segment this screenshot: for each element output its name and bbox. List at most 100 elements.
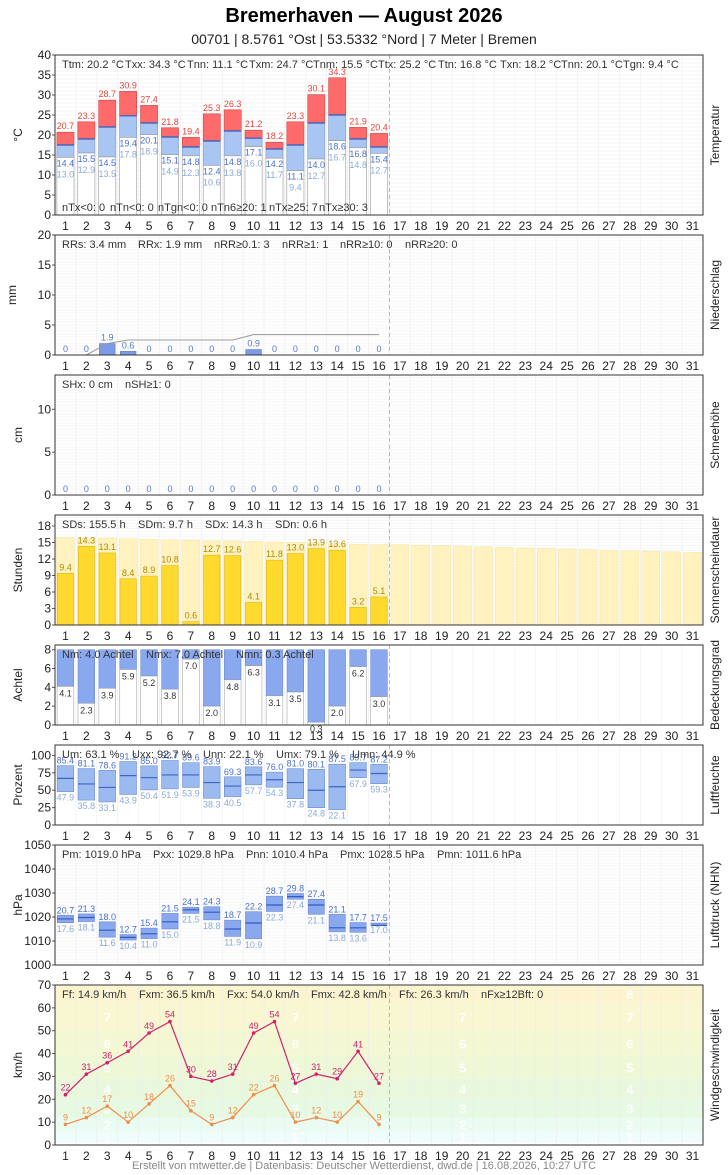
snow-label: 0 xyxy=(314,484,319,494)
humidity-min-label: 38.3 xyxy=(203,799,221,809)
temp-min-bar xyxy=(202,140,221,166)
x-tick-label: 2 xyxy=(83,359,90,373)
pressure-min-label: 21.1 xyxy=(308,915,326,925)
x-tick-label: 17 xyxy=(393,219,407,233)
x-tick-label: 20 xyxy=(456,499,470,513)
beaufort-label: 1 xyxy=(292,1130,299,1145)
x-tick-label: 30 xyxy=(665,359,679,373)
wind-mean-point xyxy=(105,1104,110,1108)
precip-label: 0 xyxy=(63,344,68,354)
x-tick-label: 16 xyxy=(372,359,386,373)
temp-max-label: 26.3 xyxy=(224,99,242,109)
wind-gust-point xyxy=(377,1081,381,1086)
y-tick-label: 40 xyxy=(38,48,52,62)
humidity-min-label: 51.9 xyxy=(161,790,179,800)
wind-mean-label: 10 xyxy=(290,1110,300,1120)
x-tick-label: 31 xyxy=(686,729,700,743)
x-tick-label: 25 xyxy=(560,829,574,843)
precip-label: 0 xyxy=(272,344,277,354)
x-tick-label: 3 xyxy=(104,1149,111,1163)
wind-mean-point xyxy=(314,1115,319,1120)
y-tick-label: 0 xyxy=(44,1138,51,1152)
temp-min-bar xyxy=(349,138,367,149)
x-tick-label: 14 xyxy=(331,829,345,843)
plot-border xyxy=(54,54,704,216)
x-tick-label: 26 xyxy=(581,219,595,233)
x-tick-label: 4 xyxy=(125,629,132,643)
stat-text: Txm: 24.7 °C xyxy=(249,59,313,71)
x-tick-label: 13 xyxy=(310,219,324,233)
x-tick-label: 25 xyxy=(560,499,574,513)
x-tick-label: 2 xyxy=(83,829,90,843)
pressure-min-label: 21.5 xyxy=(182,914,200,924)
snow-label: 0 xyxy=(230,484,235,494)
beaufort-label: 8 xyxy=(626,987,633,1002)
y-tick-label: 10 xyxy=(38,288,52,302)
x-tick-label: 25 xyxy=(560,359,574,373)
beaufort-label: 8 xyxy=(104,987,111,1002)
x-tick-label: 7 xyxy=(188,829,195,843)
humidity-min-label: 43.9 xyxy=(119,795,137,805)
wind-gust-point xyxy=(314,1072,319,1076)
pressure-min-label: 18.8 xyxy=(203,921,221,931)
x-tick-label: 12 xyxy=(289,729,303,743)
wind-mean-label: 9 xyxy=(209,1112,214,1122)
sun-label: 0.6 xyxy=(185,611,198,621)
x-tick-label: 8 xyxy=(208,969,215,983)
x-tick-label: 30 xyxy=(665,1149,679,1163)
precip-label: 0 xyxy=(376,344,381,354)
temp-min-label: 15.5 xyxy=(78,154,96,164)
beaufort-label: 5 xyxy=(104,1060,111,1075)
x-tick-label: 5 xyxy=(146,359,153,373)
page-title: Bremerhaven — August 2026 xyxy=(225,5,503,27)
stat-text: nSH≥1: 0 xyxy=(125,379,171,391)
sun-bar xyxy=(77,546,95,626)
x-tick-label: 21 xyxy=(477,359,491,373)
beaufort-label: 2 xyxy=(459,1117,466,1132)
wind-gust-label: 28 xyxy=(207,1069,217,1079)
x-tick-label: 24 xyxy=(540,829,554,843)
precip-label: 0.9 xyxy=(247,339,260,349)
sun-label: 13.0 xyxy=(287,543,305,553)
x-tick-label: 20 xyxy=(456,629,470,643)
wind-mean-point xyxy=(84,1115,89,1120)
stat-text: Ff: 14.9 km/h xyxy=(62,989,126,1001)
stat-text: nRR≥20: 0 xyxy=(405,239,458,251)
x-tick-label: 4 xyxy=(125,729,132,743)
precip-label: 0 xyxy=(188,344,193,354)
x-tick-label: 19 xyxy=(435,829,449,843)
snow-label: 0 xyxy=(167,484,172,494)
x-tick-label: 29 xyxy=(644,629,658,643)
humidity-max-label: 69.3 xyxy=(224,767,242,777)
stat-text: SDm: 9.7 h xyxy=(138,519,193,531)
stat-text: Um: 63.1 % xyxy=(62,749,120,761)
sun-possible-bar xyxy=(495,547,514,626)
temp-max-label: 30.1 xyxy=(308,84,326,94)
precip-label: 0 xyxy=(314,344,319,354)
beaufort-label: 7 xyxy=(459,1010,466,1025)
sun-bar xyxy=(224,555,242,626)
x-tick-label: 24 xyxy=(540,729,554,743)
y-tick-label: 100 xyxy=(31,748,51,762)
humidity-max-label: 85.0 xyxy=(140,756,158,766)
snow-label: 0 xyxy=(376,484,381,494)
sun-possible-bar xyxy=(578,549,598,626)
wind-mean-point xyxy=(377,1122,381,1127)
temp-min-label: 17.1 xyxy=(245,148,263,158)
sun-label: 12.6 xyxy=(224,545,242,555)
x-tick-label: 29 xyxy=(644,219,658,233)
cloud-label: 5.9 xyxy=(122,671,135,681)
panel-side-label: Luftdruck (NHN) xyxy=(708,862,722,949)
x-tick-label: 25 xyxy=(560,969,574,983)
panel-side-label: Niederschlag xyxy=(708,260,722,330)
x-tick-label: 5 xyxy=(146,219,153,233)
x-tick-label: 14 xyxy=(331,969,345,983)
beaufort-label: 6 xyxy=(104,1036,111,1051)
sun-label: 9.4 xyxy=(59,562,72,572)
temp-min-bar xyxy=(286,144,305,171)
wind-mean-point xyxy=(168,1083,172,1088)
y-tick-label: 1010 xyxy=(24,934,51,948)
x-tick-label: 11 xyxy=(268,729,281,743)
x-tick-label: 7 xyxy=(188,629,195,643)
x-tick-label: 1 xyxy=(62,359,69,373)
